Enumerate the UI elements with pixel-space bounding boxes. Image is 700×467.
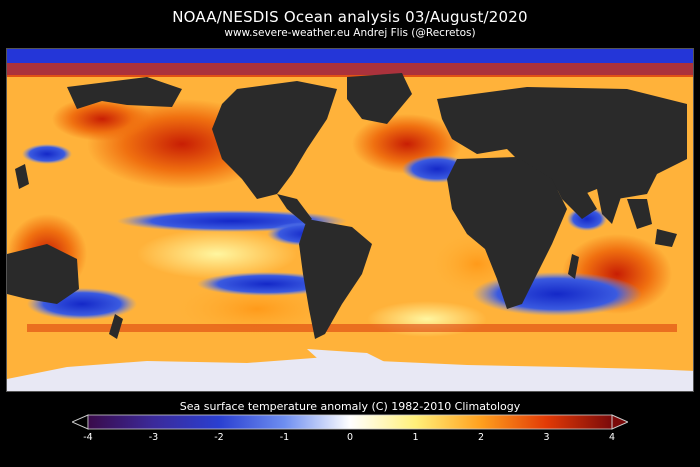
colorbar-tick-label: -1	[279, 432, 290, 443]
colorbar-tick-label: -3	[148, 432, 159, 443]
land-masses	[7, 73, 687, 339]
sst-anomaly-map	[6, 48, 694, 392]
colorbar-tick-label: 2	[477, 432, 485, 443]
legend-title: Sea surface temperature anomaly (C) 1982…	[179, 400, 521, 413]
colorbar-tick-label: 0	[346, 432, 354, 443]
africa-land	[447, 157, 567, 309]
colorbar-tick-label: 3	[543, 432, 550, 443]
map-title: NOAA/NESDIS Ocean analysis 03/August/202…	[172, 8, 528, 26]
antarctic-sea-ice	[7, 357, 693, 391]
south-america-land	[299, 219, 372, 339]
eurasia-land	[437, 87, 687, 199]
greenland-land	[347, 73, 412, 124]
colorbar-tick-label: 1	[412, 432, 419, 443]
color-scale-bar	[72, 414, 628, 430]
map-subtitle: www.severe-weather.eu Andrej Flis (@Recr…	[224, 27, 476, 39]
colorbar-max-arrow-icon	[611, 414, 628, 430]
north-america-land	[212, 81, 337, 199]
sst-map-graphic	[7, 49, 693, 391]
colorbar-gradient	[87, 414, 613, 430]
colorbar-tick-label: -4	[83, 432, 93, 443]
colorbar-tick-label: 4	[608, 432, 616, 443]
colorbar-tick-label: -2	[214, 432, 224, 443]
colorbar-min-arrow-icon	[72, 414, 89, 430]
colorbar-ticks: -4 -3 -2 -1 0 1 2 3 4	[0, 432, 700, 446]
australia-land	[7, 244, 79, 304]
